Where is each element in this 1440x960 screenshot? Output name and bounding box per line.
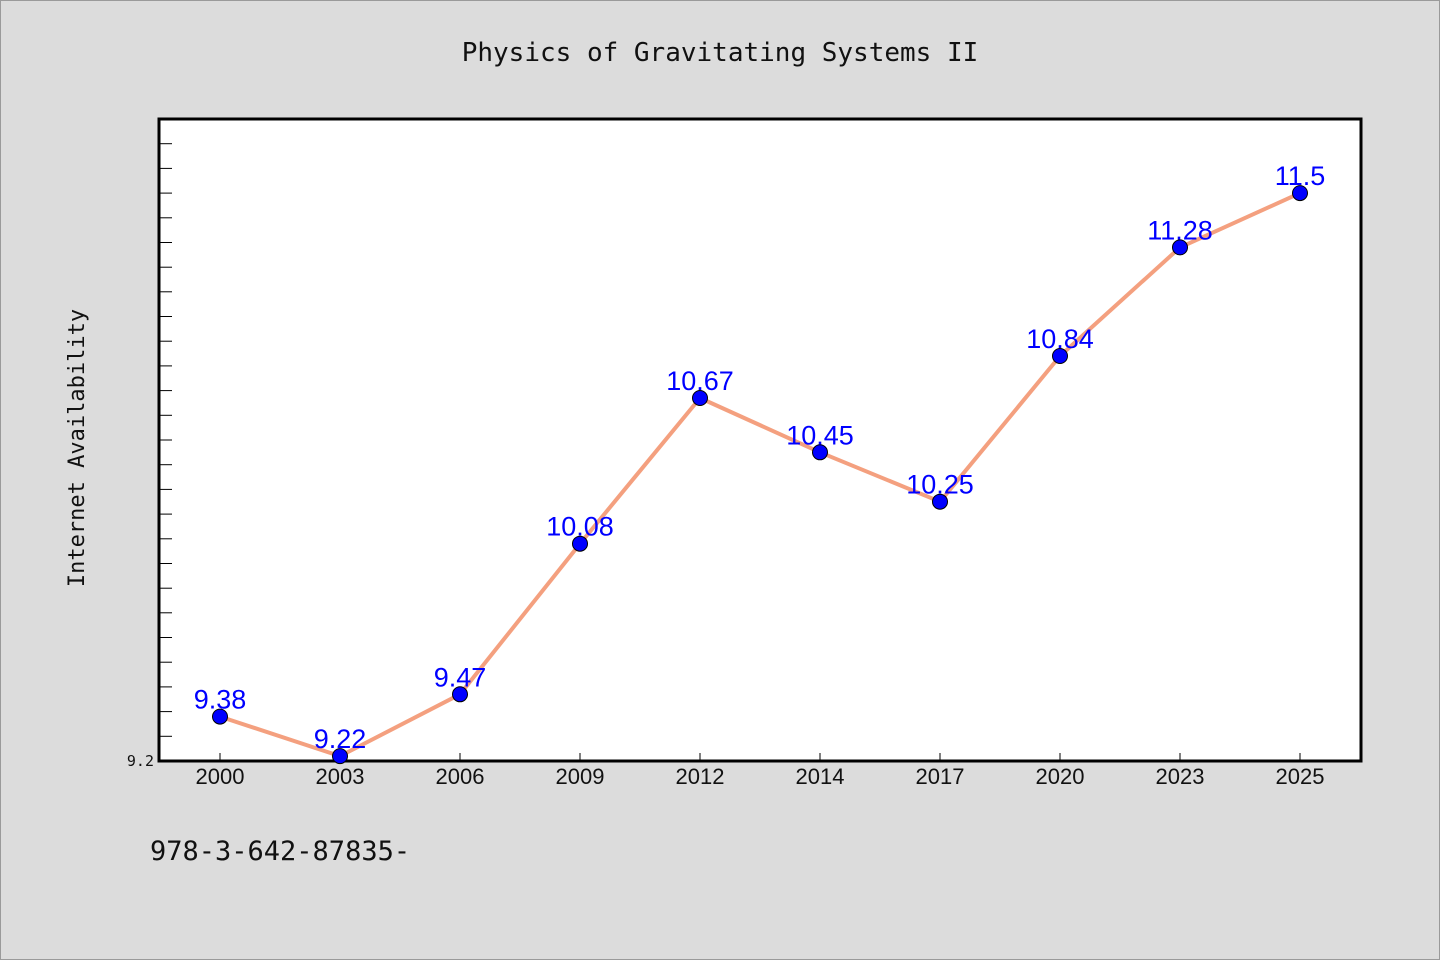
data-point (332, 748, 348, 765)
data-label: 9.22 (314, 724, 367, 754)
isbn-footer: 978-3-642-87835- (150, 836, 411, 867)
data-point (452, 686, 468, 703)
series-line-group (218, 191, 1302, 759)
y-axis-label: Internet Availability (65, 309, 90, 587)
data-label: 10.25 (906, 470, 974, 500)
x-tick-label: 2006 (436, 764, 485, 789)
chart-title: Physics of Gravitating Systems II (462, 38, 979, 68)
data-point (1292, 185, 1308, 202)
data-label: 10.08 (546, 512, 614, 542)
data-point (692, 390, 708, 406)
data-point (572, 535, 588, 552)
y-tick-label: 9.2 (127, 752, 154, 770)
x-tick-label: 2012 (676, 764, 725, 789)
series-line (218, 191, 1302, 759)
x-tick-label: 2025 (1276, 764, 1325, 789)
data-point (212, 708, 228, 725)
data-point (932, 493, 948, 510)
data-point (1172, 239, 1188, 256)
data-point (1052, 348, 1068, 364)
x-tick-label: 2017 (916, 764, 965, 789)
data-labels: 9.38 9.22 9.47 10.08 10.67 10.45 10.25 10.84 11.… (194, 161, 1326, 754)
x-tick-label: 2014 (796, 764, 845, 789)
y-axis-ticks (159, 143, 172, 737)
data-label: 10.45 (786, 420, 854, 450)
x-tick-label: 2009 (556, 764, 605, 789)
data-markers (212, 185, 1308, 765)
data-label: 10.84 (1026, 324, 1094, 354)
data-label: 10.67 (666, 366, 734, 396)
x-tick-label: 2003 (316, 764, 365, 789)
data-label: 11.5 (1275, 161, 1326, 191)
plot-area (157, 117, 1363, 763)
data-point (812, 444, 828, 461)
data-label: 11.28 (1147, 215, 1213, 245)
x-tick-label: 2023 (1156, 764, 1205, 789)
x-axis-ticks: 2000 2003 2006 2009 2012 2014 2017 2020 2023 2025 (196, 753, 1325, 789)
data-label: 9.47 (434, 662, 487, 692)
x-tick-label: 2000 (196, 764, 245, 789)
data-label: 9.38 (194, 685, 247, 715)
x-tick-label: 2020 (1036, 764, 1085, 789)
